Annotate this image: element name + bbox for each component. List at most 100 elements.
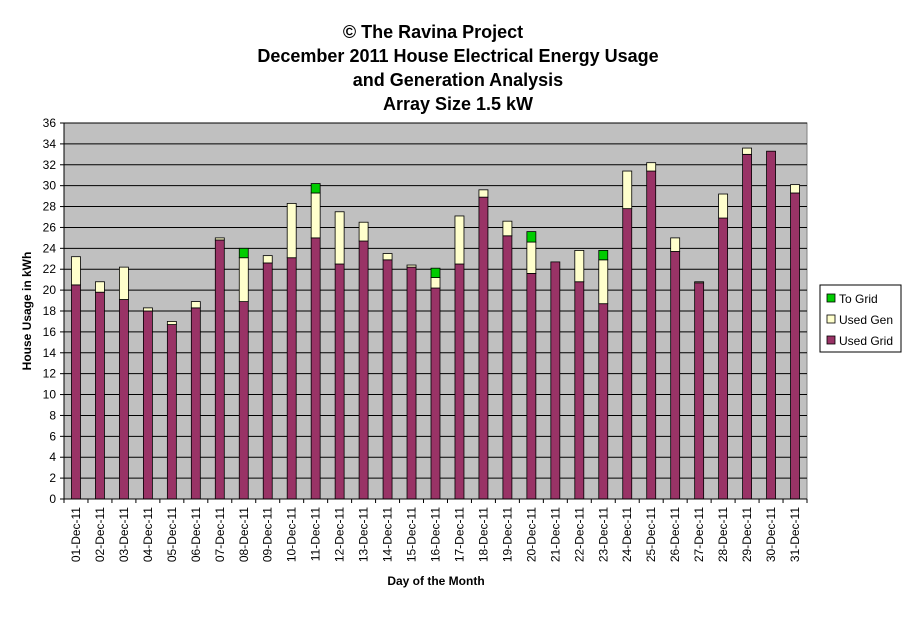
bar-used-grid-02-Dec-11 — [95, 291, 105, 500]
legend-swatch-used-grid — [826, 335, 836, 345]
x-tick-label-26-Dec-11: 26-Dec-11 — [668, 507, 682, 562]
bar-used-gen-27-Dec-11 — [694, 281, 705, 284]
bar-used-gen-31-Dec-11 — [790, 184, 800, 194]
bar-used-grid-29-Dec-11 — [742, 153, 752, 500]
x-tick-label-23-Dec-11: 23-Dec-11 — [596, 507, 610, 562]
bar-used-gen-15-Dec-11 — [406, 264, 417, 268]
bar-used-gen-29-Dec-11 — [742, 147, 752, 155]
x-tick-label-29-Dec-11: 29-Dec-11 — [740, 507, 754, 562]
y-tick-label-22: 22 — [43, 262, 57, 276]
bar-used-gen-23-Dec-11 — [598, 259, 609, 305]
x-tick-label-30-Dec-11: 30-Dec-11 — [764, 507, 778, 562]
y-tick-label-24: 24 — [43, 241, 57, 255]
bar-used-gen-20-Dec-11 — [526, 241, 537, 274]
bar-to-grid-20-Dec-11 — [526, 231, 537, 243]
bar-used-gen-28-Dec-11 — [718, 193, 729, 219]
bar-used-grid-11-Dec-11 — [310, 237, 321, 500]
y-tick-label-12: 12 — [43, 367, 57, 381]
legend-swatch-used-gen — [826, 314, 836, 324]
x-tick-label-11-Dec-11: 11-Dec-11 — [309, 507, 323, 562]
bar-used-gen-05-Dec-11 — [166, 321, 177, 325]
y-tick-label-8: 8 — [49, 408, 56, 422]
y-tick-label-0: 0 — [49, 492, 56, 506]
y-tick-label-4: 4 — [49, 450, 56, 464]
bar-used-grid-20-Dec-11 — [526, 272, 537, 500]
y-tick-label-20: 20 — [43, 283, 57, 297]
y-tick-label-6: 6 — [49, 429, 56, 443]
bar-used-grid-15-Dec-11 — [406, 266, 417, 500]
x-tick-label-07-Dec-11: 07-Dec-11 — [213, 507, 227, 562]
chart-title-line-3: and Generation Analysis — [353, 70, 563, 90]
bar-used-grid-14-Dec-11 — [382, 259, 393, 500]
bar-used-grid-13-Dec-11 — [358, 240, 369, 500]
bar-used-grid-19-Dec-11 — [502, 235, 513, 500]
bar-used-grid-08-Dec-11 — [238, 301, 249, 500]
x-tick-label-31-Dec-11: 31-Dec-11 — [788, 507, 802, 562]
x-tick-label-01-Dec-11: 01-Dec-11 — [69, 507, 83, 562]
bar-used-gen-09-Dec-11 — [262, 255, 273, 264]
bar-used-grid-27-Dec-11 — [694, 282, 705, 500]
x-tick-label-16-Dec-11: 16-Dec-11 — [429, 507, 443, 562]
bar-used-grid-07-Dec-11 — [214, 239, 225, 500]
bar-used-grid-09-Dec-11 — [262, 262, 273, 500]
legend: To Grid Used Gen Used Grid — [819, 284, 902, 353]
bar-used-grid-24-Dec-11 — [622, 208, 633, 500]
y-axis-label: House Usage in kWh — [20, 252, 34, 371]
y-tick-label-14: 14 — [43, 346, 57, 360]
x-tick-label-24-Dec-11: 24-Dec-11 — [620, 507, 634, 562]
legend-label-used-gen: Used Gen — [839, 313, 893, 327]
bar-used-gen-08-Dec-11 — [238, 257, 249, 303]
x-axis-label: Day of the Month — [387, 574, 484, 588]
bar-used-gen-17-Dec-11 — [454, 215, 465, 265]
y-tick-label-32: 32 — [43, 158, 57, 172]
legend-label-used-grid: Used Grid — [839, 334, 893, 348]
x-tick-label-22-Dec-11: 22-Dec-11 — [572, 507, 586, 562]
bar-used-gen-01-Dec-11 — [71, 256, 81, 286]
bar-used-gen-03-Dec-11 — [119, 266, 129, 300]
x-tick-label-25-Dec-11: 25-Dec-11 — [644, 507, 658, 562]
bar-used-grid-22-Dec-11 — [574, 281, 585, 500]
bar-to-grid-11-Dec-11 — [310, 183, 321, 194]
bar-used-gen-07-Dec-11 — [214, 237, 225, 241]
bars-group — [71, 147, 800, 500]
bar-used-grid-21-Dec-11 — [550, 261, 561, 500]
y-tick-label-30: 30 — [43, 179, 57, 193]
x-tick-label-14-Dec-11: 14-Dec-11 — [381, 507, 395, 562]
bar-used-grid-23-Dec-11 — [598, 303, 609, 500]
bar-used-gen-16-Dec-11 — [430, 277, 441, 289]
x-tick-label-18-Dec-11: 18-Dec-11 — [476, 507, 490, 562]
y-tick-label-26: 26 — [43, 220, 57, 234]
x-tick-label-20-Dec-11: 20-Dec-11 — [524, 507, 538, 562]
bar-used-grid-12-Dec-11 — [334, 263, 345, 500]
y-tick-label-16: 16 — [43, 325, 57, 339]
y-tick-label-36: 36 — [43, 116, 57, 130]
bar-used-grid-04-Dec-11 — [142, 310, 153, 500]
bar-used-gen-02-Dec-11 — [95, 281, 105, 293]
x-tick-label-08-Dec-11: 08-Dec-11 — [237, 507, 251, 562]
chart-title-line-1: © The Ravina Project — [343, 22, 523, 42]
legend-label-to-grid: To Grid — [839, 292, 878, 306]
x-tick-label-02-Dec-11: 02-Dec-11 — [93, 507, 107, 562]
bar-to-grid-23-Dec-11 — [598, 250, 609, 261]
bar-used-gen-22-Dec-11 — [574, 250, 585, 283]
chart-title-group: © The Ravina Project December 2011 House… — [257, 22, 658, 114]
bar-used-grid-30-Dec-11 — [766, 150, 776, 500]
x-tick-label-19-Dec-11: 19-Dec-11 — [500, 507, 514, 562]
x-tick-label-06-Dec-11: 06-Dec-11 — [189, 507, 203, 562]
bar-used-grid-28-Dec-11 — [718, 217, 729, 500]
y-tick-label-34: 34 — [43, 137, 57, 151]
bar-used-gen-04-Dec-11 — [142, 307, 153, 312]
bar-to-grid-08-Dec-11 — [238, 247, 249, 259]
bar-used-gen-26-Dec-11 — [670, 237, 681, 252]
x-tick-label-28-Dec-11: 28-Dec-11 — [716, 507, 730, 562]
bar-used-gen-13-Dec-11 — [358, 221, 369, 242]
y-tick-label-18: 18 — [43, 304, 57, 318]
x-tick-label-17-Dec-11: 17-Dec-11 — [452, 507, 466, 562]
x-tick-label-21-Dec-11: 21-Dec-11 — [548, 507, 562, 562]
bar-used-grid-18-Dec-11 — [478, 196, 489, 500]
bar-used-gen-25-Dec-11 — [646, 162, 657, 172]
bar-used-grid-03-Dec-11 — [119, 299, 129, 500]
x-tick-label-03-Dec-11: 03-Dec-11 — [117, 507, 131, 562]
bar-used-gen-11-Dec-11 — [310, 192, 321, 239]
bar-used-grid-01-Dec-11 — [71, 284, 81, 500]
